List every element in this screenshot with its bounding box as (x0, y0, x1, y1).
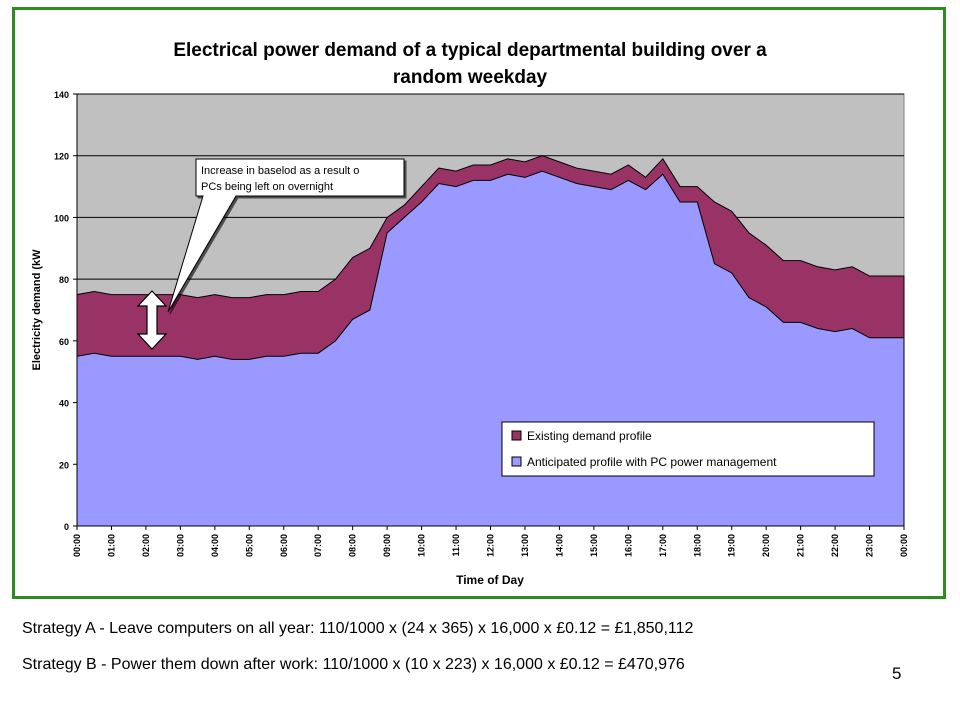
legend-label: Existing demand profile (527, 429, 652, 443)
x-tick-label: 17:00 (658, 534, 668, 557)
x-axis-label: Time of Day (456, 573, 524, 587)
x-tick-label: 09:00 (382, 534, 392, 557)
y-tick-label: 20 (59, 460, 69, 470)
x-tick-label: 04:00 (210, 534, 220, 557)
y-tick-label: 140 (54, 90, 69, 100)
chart-title-line2: random weekday (393, 67, 548, 88)
x-tick-label: 23:00 (865, 534, 875, 557)
strategy-a-text: Strategy A - Leave computers on all year… (22, 620, 694, 637)
y-tick-label: 100 (54, 213, 69, 223)
baseload-double-arrow (136, 290, 168, 350)
x-tick-label: 21:00 (796, 534, 806, 557)
strategy-b-text: Strategy B - Power them down after work:… (22, 656, 685, 673)
x-tick-label: 06:00 (279, 534, 289, 557)
y-tick-label: 120 (54, 152, 69, 162)
x-tick-label: 10:00 (417, 534, 427, 557)
x-tick-label: 00:00 (899, 534, 909, 557)
x-tick-label: 22:00 (830, 534, 840, 557)
x-tick-label: 03:00 (175, 534, 185, 557)
x-tick-label: 18:00 (692, 534, 702, 557)
y-tick-label: 40 (59, 399, 69, 409)
y-tick-label: 60 (59, 337, 69, 347)
page-number: 5 (892, 664, 902, 683)
x-tick-label: 05:00 (244, 534, 254, 557)
x-tick-label: 00:00 (72, 534, 82, 557)
x-tick-label: 16:00 (623, 534, 633, 557)
legend-swatch (511, 456, 522, 467)
chart-title-line1: Electrical power demand of a typical dep… (173, 40, 767, 61)
annotation-callout (167, 158, 405, 313)
y-axis-label: Electricity demand (kW (31, 249, 43, 371)
annotation-text-line2: PCs being left on overnight (201, 181, 333, 193)
x-tick-label: 13:00 (520, 534, 530, 557)
x-tick-label: 07:00 (313, 534, 323, 557)
y-tick-label: 80 (59, 275, 69, 285)
x-tick-label: 15:00 (589, 534, 599, 557)
x-tick-label: 12:00 (486, 534, 496, 557)
legend-label: Anticipated profile with PC power manage… (527, 455, 777, 469)
x-tick-label: 08:00 (348, 534, 358, 557)
x-tick-label: 19:00 (727, 534, 737, 557)
y-tick-label: 0 (64, 522, 69, 532)
x-tick-label: 02:00 (141, 534, 151, 557)
legend-box (501, 421, 875, 477)
legend-swatch (511, 430, 522, 441)
x-tick-label: 01:00 (106, 534, 116, 557)
annotation-text-line1: Increase in baselod as a result o (201, 165, 359, 177)
x-tick-label: 11:00 (451, 534, 461, 557)
x-tick-label: 20:00 (761, 534, 771, 557)
x-tick-label: 14:00 (554, 534, 564, 557)
